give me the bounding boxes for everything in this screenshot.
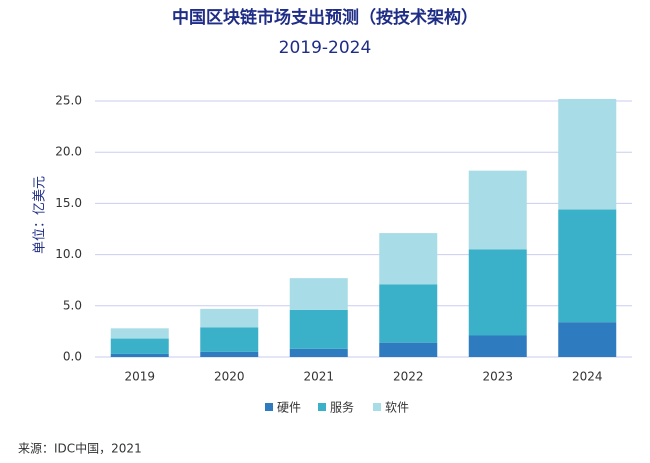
y-tick-label: 20.0: [55, 145, 82, 159]
legend-label: 软件: [385, 401, 409, 415]
bar-segment: [289, 309, 348, 349]
bar-segment: [289, 278, 348, 310]
legend-swatch: [318, 403, 326, 411]
chart-title: 中国区块链市场支出预测（按技术架构）: [172, 7, 478, 28]
bar-segment: [200, 308, 259, 328]
bar-segment: [379, 284, 438, 343]
y-tick-label: 0.0: [63, 350, 82, 364]
bar-segment: [289, 348, 348, 357]
bar-segment: [379, 342, 438, 357]
chart-subtitle: 2019-2024: [279, 38, 372, 58]
x-tick-label: 2022: [393, 370, 424, 384]
legend-swatch: [265, 403, 273, 411]
bar-segment: [558, 209, 617, 323]
bar-segment: [110, 328, 169, 339]
source-note: 来源：IDC中国，2021: [18, 441, 142, 456]
bar-segment: [468, 170, 527, 250]
x-tick-label: 2019: [124, 370, 155, 384]
y-tick-label: 5.0: [63, 298, 82, 312]
y-tick-label: 25.0: [55, 94, 82, 108]
bar-segment: [468, 335, 527, 357]
bar-segment: [110, 353, 169, 357]
bar-segment: [468, 249, 527, 336]
bar-segment: [110, 338, 169, 354]
x-tick-label: 2024: [572, 370, 603, 384]
x-tick-label: 2021: [303, 370, 334, 384]
legend-label: 硬件: [277, 401, 301, 415]
bar-segment: [379, 233, 438, 285]
bar-segment: [558, 322, 617, 357]
bar-segment: [558, 98, 617, 210]
legend-label: 服务: [330, 400, 354, 415]
legend-swatch: [373, 403, 381, 411]
y-tick-label: 15.0: [55, 196, 82, 210]
bar-segment: [200, 327, 259, 352]
y-tick-label: 10.0: [55, 247, 82, 261]
x-tick-label: 2020: [214, 370, 245, 384]
y-axis-label: 单位：亿美元: [33, 176, 48, 254]
bar-segment: [200, 351, 259, 357]
x-tick-label: 2023: [482, 370, 513, 384]
